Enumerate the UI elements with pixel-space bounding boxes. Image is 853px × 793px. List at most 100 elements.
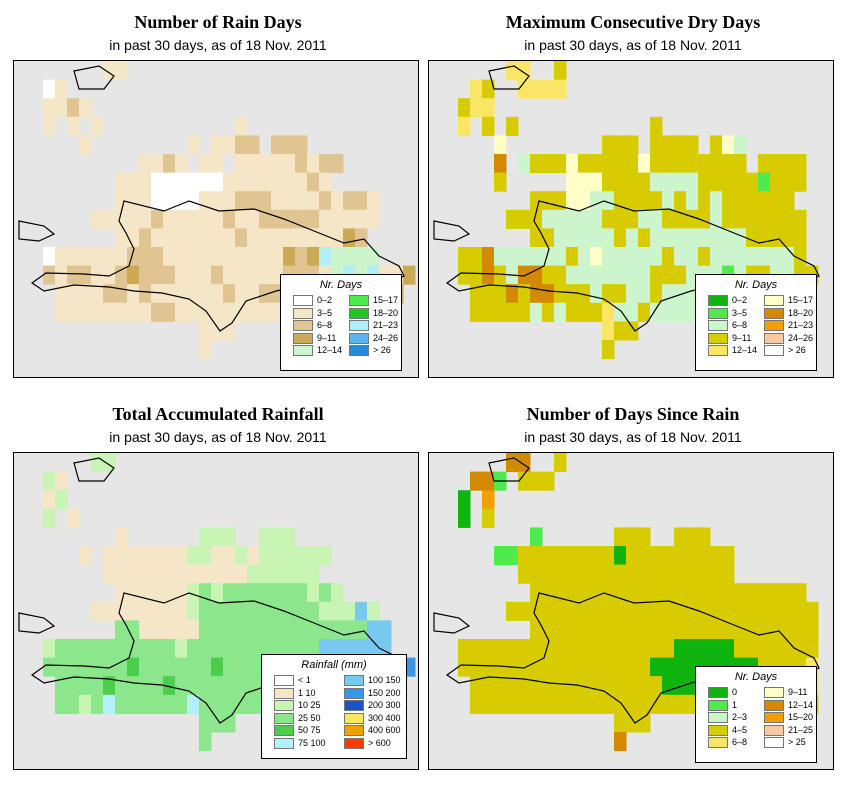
grid-cell [211,639,224,659]
grid-cell [554,564,567,584]
grid-cell [223,564,236,584]
grid-cell [331,601,344,621]
grid-cell [554,601,567,621]
grid-cell [151,620,164,640]
grid-cell [295,583,308,603]
grid-cell [650,284,663,304]
grid-cell [175,284,188,304]
grid-cell [542,209,555,229]
legend-swatch [344,725,364,736]
grid-cell [55,98,68,118]
grid-cell [55,694,68,714]
grid-cell [187,135,200,155]
grid-cell [722,639,735,659]
grid-cell [542,657,555,677]
grid-cell [710,639,723,659]
legend-swatch [708,687,728,698]
grid-cell [470,247,483,267]
grid-cell [235,546,248,566]
grid-cell [602,620,615,640]
grid-cell [223,302,236,322]
grid-cell [626,191,639,211]
grid-cell [638,527,651,547]
grid-cell [187,302,200,322]
grid-cell [530,191,543,211]
grid-cell [638,302,651,322]
grid-cell [259,601,272,621]
grid-cell [247,247,260,267]
grid-cell [590,154,603,174]
grid-cell [295,228,308,248]
grid-cell [590,676,603,696]
grid-cell [698,247,711,267]
grid-cell [578,172,591,192]
grid-cell [542,154,555,174]
grid-cell [506,453,519,473]
grid-cell [494,247,507,267]
grid-cell [554,453,567,473]
grid-cell [602,639,615,659]
grid-cell [638,154,651,174]
legend-swatch [708,295,728,306]
grid-cell [67,639,80,659]
grid-cell [103,302,116,322]
grid-cell [458,116,471,136]
grid-cell [199,209,212,229]
legend-label: 18–20 [373,307,399,318]
grid-cell [746,247,759,267]
grid-cell [650,265,663,285]
grid-cell [235,228,248,248]
grid-cell [223,583,236,603]
grid-cell [127,620,140,640]
coastline [30,592,405,724]
legend-label: 100 150 [368,675,401,685]
grid-cell [698,639,711,659]
legend-label: > 25 [788,737,806,747]
grid-cell [722,601,735,621]
grid-cell [139,154,152,174]
grid-cell [494,302,507,322]
grid-cell [283,620,296,640]
grid-cell [283,172,296,192]
grid-cell [67,98,80,118]
grid-cell [494,265,507,285]
grid-cell [590,247,603,267]
grid-cell [127,265,140,285]
grid-cell [103,284,116,304]
grid-cell [674,209,687,229]
grid-cell [223,639,236,659]
grid-cell [259,284,272,304]
coastline [445,592,820,724]
grid-cell [67,676,80,696]
grid-cell [175,657,188,677]
grid-cell [566,228,579,248]
grid-cell [674,135,687,155]
grid-cell [79,284,92,304]
grid-cell [79,302,92,322]
grid-cell [662,546,675,566]
grid-cell [482,302,495,322]
legend-swatch [708,737,728,748]
grid-cell [530,527,543,547]
grid-cell [247,265,260,285]
grid-cell [127,302,140,322]
grid-cell [151,694,164,714]
grid-cell [175,546,188,566]
grid-cell [235,191,248,211]
grid-cell [650,620,663,640]
grid-cell [139,546,152,566]
grid-cell [710,546,723,566]
grid-cell [494,676,507,696]
panel-subtitle: in past 30 days, as of 18 Nov. 2011 [524,37,742,53]
grid-cell [163,694,176,714]
grid-cell [103,546,116,566]
grid-cell [127,657,140,677]
grid-cell [283,639,296,659]
grid-cell [674,228,687,248]
grid-cell [151,583,164,603]
grid-cell [139,564,152,584]
legend-title: Nr. Days [319,279,363,291]
grid-cell [686,583,699,603]
grid-cell [139,620,152,640]
grid-cell [626,676,639,696]
